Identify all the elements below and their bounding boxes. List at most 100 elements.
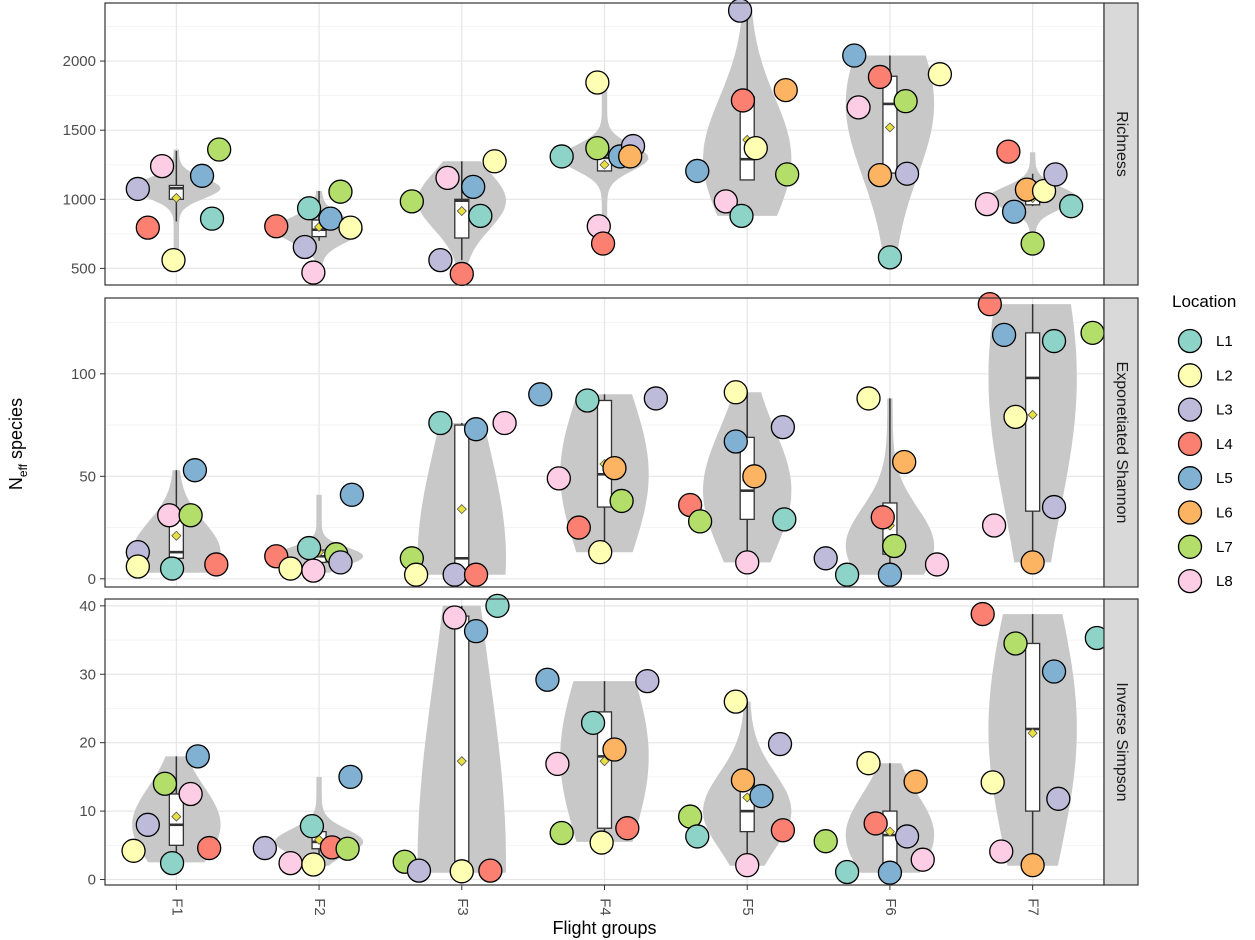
- data-point-L1: [772, 507, 797, 532]
- group-F7: [970, 601, 1110, 878]
- data-point-L3: [406, 858, 432, 883]
- data-point-L7: [775, 162, 800, 187]
- y-tick-label: 50: [79, 468, 96, 485]
- panel-2: 0 50 100 Exponetiated Shannon: [71, 291, 1139, 588]
- mean-marker: [1027, 409, 1038, 420]
- facet-strip: [1103, 297, 1139, 588]
- legend-label-L7: L7: [1216, 539, 1233, 556]
- data-point-L8: [981, 513, 1007, 538]
- legend-key-L2: [1177, 363, 1203, 388]
- y-tick-label: 1500: [63, 122, 96, 139]
- mean-marker: [171, 530, 182, 541]
- data-point-L2: [125, 554, 150, 579]
- box-iqr: [454, 198, 470, 239]
- data-point-L2: [588, 540, 613, 565]
- legend-key-L8: [1177, 568, 1203, 594]
- data-point-L7: [609, 488, 634, 514]
- data-point-L5: [189, 163, 215, 188]
- group-F1: [121, 744, 222, 876]
- data-point-L1: [1041, 328, 1067, 354]
- data-point-L3: [252, 835, 277, 861]
- data-point-L1: [296, 196, 322, 221]
- x-tick-label: F7: [1025, 898, 1042, 916]
- data-point-L5: [877, 860, 903, 885]
- legend-key-L6: [1177, 500, 1203, 525]
- data-point-L8: [713, 189, 738, 214]
- data-point-L4: [970, 601, 995, 627]
- data-point-L2: [482, 149, 507, 174]
- data-point-L5: [1001, 199, 1027, 224]
- data-point-L7: [687, 509, 713, 534]
- y-tick-label: 0: [88, 571, 96, 588]
- data-point-L6: [903, 769, 928, 794]
- data-point-L1: [159, 556, 185, 581]
- group-F3: [399, 149, 507, 287]
- facet-label: Inverse Simpson: [1113, 682, 1130, 801]
- mean-marker: [456, 504, 467, 515]
- group-F4: [535, 667, 660, 855]
- data-point-L2: [161, 247, 186, 273]
- data-point-L1: [575, 388, 600, 413]
- data-point-L4: [463, 562, 489, 587]
- data-point-L2: [1003, 404, 1028, 430]
- data-point-L2: [927, 62, 953, 87]
- y-tick-label: 40: [79, 598, 96, 615]
- data-point-L1: [877, 245, 903, 270]
- facet-strip: [1103, 2, 1139, 286]
- data-point-L7: [335, 836, 360, 861]
- group-F1: [125, 458, 229, 581]
- mean-marker: [1027, 728, 1038, 739]
- data-point-L7: [328, 179, 353, 204]
- box-iqr: [1024, 332, 1041, 512]
- data-point-L8: [301, 260, 326, 285]
- data-point-L1: [299, 814, 325, 839]
- legend-label-L6: L6: [1216, 505, 1233, 522]
- data-point-L8: [910, 847, 935, 872]
- group-F5: [677, 380, 797, 575]
- data-point-L4: [264, 214, 289, 239]
- data-point-L6: [730, 768, 756, 793]
- data-point-L7: [399, 189, 424, 214]
- y-axis-title: Neff species: [6, 398, 30, 490]
- data-point-L8: [435, 165, 460, 191]
- data-point-L1: [428, 410, 453, 436]
- data-point-L5: [339, 482, 365, 507]
- legend-key-L5: [1177, 466, 1203, 491]
- data-point-L3: [770, 414, 796, 440]
- group-F2: [264, 179, 364, 285]
- group-F2: [264, 482, 365, 583]
- data-point-L7: [813, 829, 838, 854]
- x-tick-label: F6: [882, 898, 899, 916]
- data-point-L4: [996, 139, 1021, 164]
- data-point-L5: [991, 322, 1017, 348]
- data-point-L7: [207, 137, 232, 162]
- mean-marker: [599, 756, 610, 767]
- data-point-L4: [204, 552, 229, 577]
- data-point-L4: [730, 88, 756, 113]
- legend-label-L8: L8: [1216, 573, 1233, 590]
- data-point-L3: [1043, 162, 1068, 187]
- data-point-L6: [892, 449, 917, 475]
- data-point-L4: [870, 505, 895, 530]
- group-F1: [125, 137, 232, 273]
- data-point-L4: [977, 291, 1002, 317]
- data-point-L3: [125, 176, 150, 202]
- data-point-L7: [893, 88, 918, 114]
- y-tick-label: 30: [79, 666, 96, 683]
- data-point-L3: [1041, 494, 1067, 520]
- group-F2: [252, 764, 364, 877]
- group-F6: [813, 751, 935, 885]
- data-point-L1: [834, 859, 860, 885]
- legend-key-L4: [1177, 431, 1203, 457]
- data-point-L6: [1020, 853, 1045, 878]
- group-F6: [813, 386, 950, 587]
- data-point-L6: [602, 737, 627, 762]
- legend-label-L3: L3: [1216, 402, 1233, 419]
- panel-3: 0 10 20 30 40 Inverse Simpson: [79, 593, 1139, 889]
- data-point-L3: [767, 731, 793, 757]
- mean-marker: [884, 122, 895, 133]
- data-point-L3: [727, 0, 753, 23]
- x-axis-title: Flight groups: [552, 918, 656, 938]
- legend-title: Location: [1172, 292, 1236, 311]
